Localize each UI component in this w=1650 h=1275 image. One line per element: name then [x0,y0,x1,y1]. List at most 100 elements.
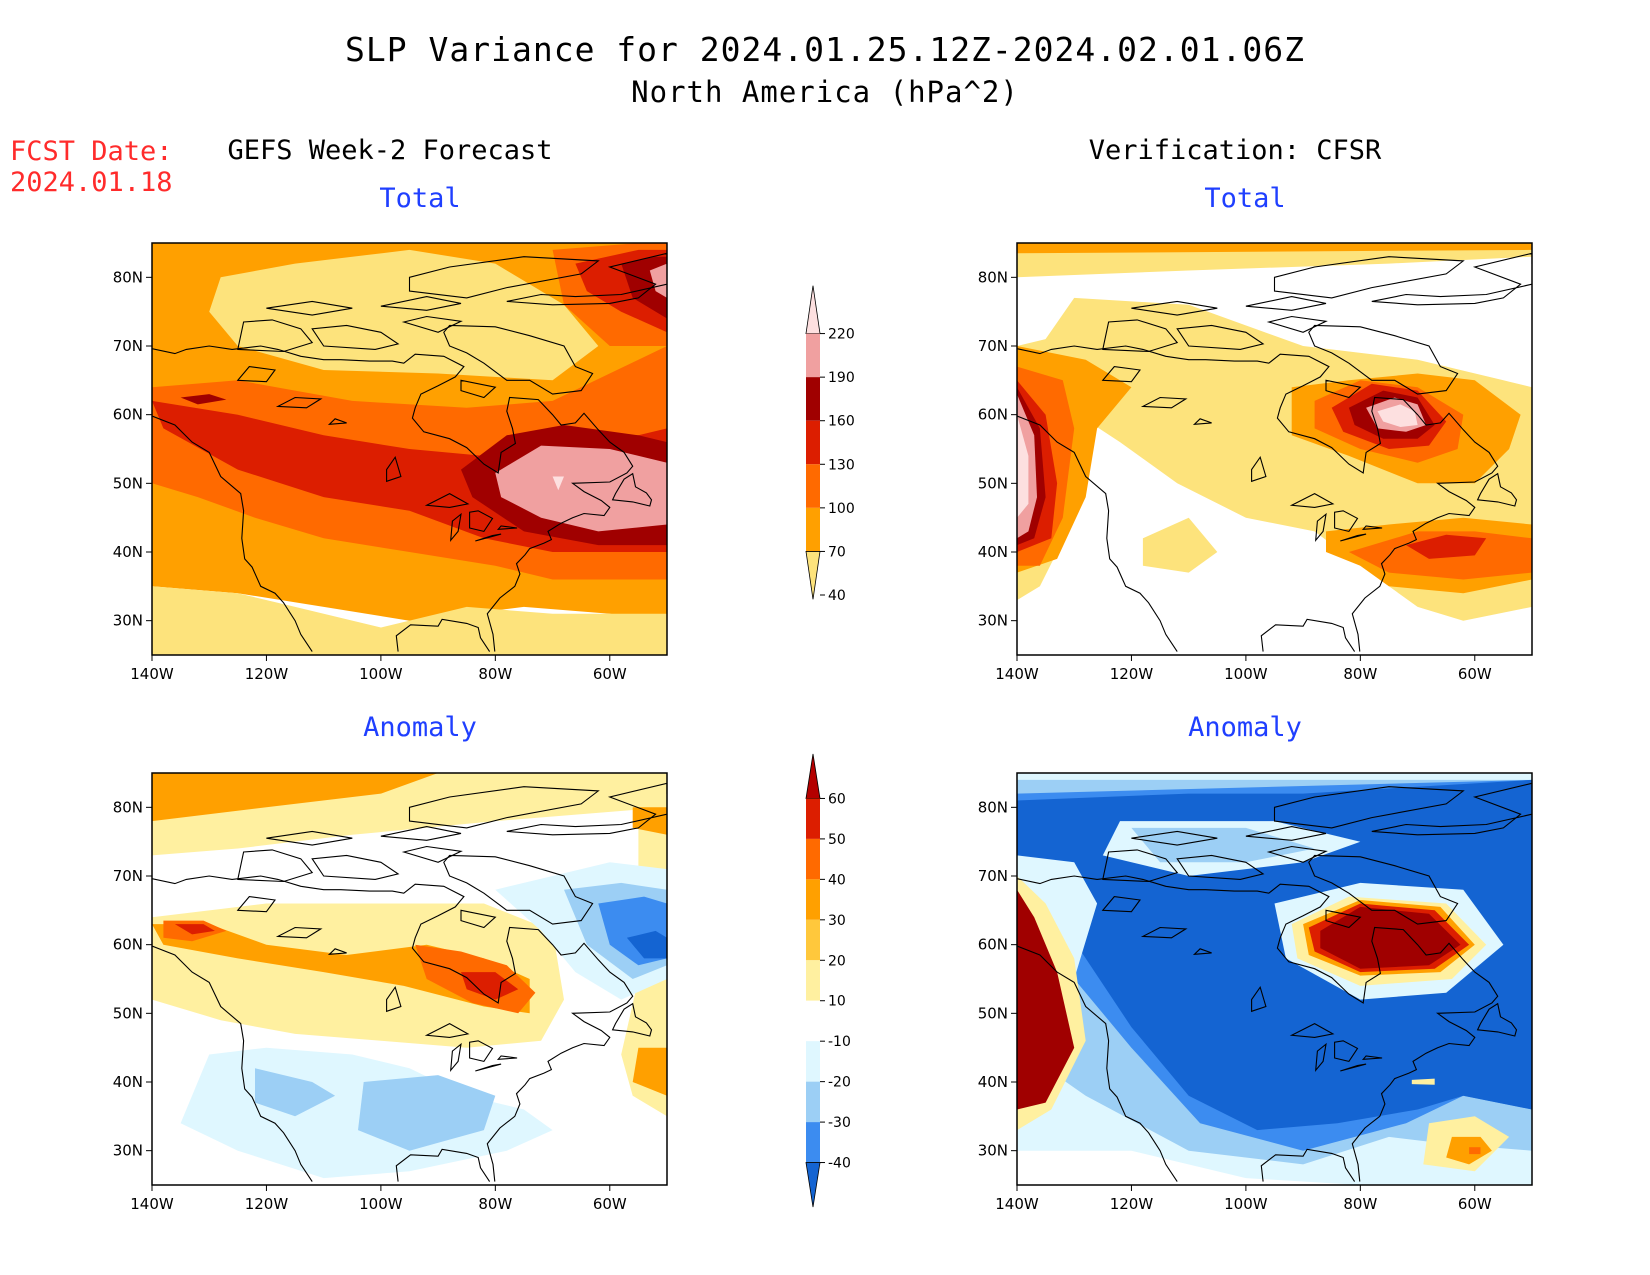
contour-fill-yellow [152,243,667,655]
panel-label-verif-anomaly: Anomaly [1188,712,1302,743]
anomaly-colorbar-arrow-top [805,753,821,799]
anomaly-colorbar-tick-label: 50 [828,832,846,848]
lake-outline [386,985,402,1013]
contour-fill-pink [649,263,667,298]
coastline-segment [1017,415,1178,652]
lon-tick-label: 60W [593,1195,627,1213]
coastline-segment [152,945,313,1182]
anomaly-colorbar-swatch [806,1000,820,1042]
plot-frame [151,242,668,656]
lake-outline [1192,948,1212,955]
shaded-field [1017,243,1532,655]
contour-fill-orange [632,1047,667,1096]
forecast-date-label: FCST Date: [10,136,173,167]
lake-outline [327,418,347,425]
lake-outline [496,525,518,530]
arctic-island-outline [460,379,497,399]
arctic-island-outline [1325,909,1362,929]
arctic-island-outline [237,849,314,883]
total-colorbar-swatch [806,507,820,552]
panel-label-verif-total: Total [1204,183,1286,214]
coastline-segment [395,1148,491,1182]
lake-outline [424,1022,470,1038]
forecast-date-value: 2024.01.18 [10,167,173,198]
lon-tick-label: 100W [1224,665,1268,683]
arctic-island-outline [506,252,667,306]
coastline-segment [152,875,634,1182]
lon-tick-label: 120W [245,1195,289,1213]
contour-fill-darkred [180,394,227,405]
anomaly-colorbar-tick-label: -20 [828,1075,851,1091]
lake-outline [386,455,402,483]
lat-tick-label: 80N [978,798,1008,816]
arctic-island-outline [1266,845,1328,863]
figure-subtitle: North America (hPa^2) [631,75,1019,109]
arctic-island-outline [1131,300,1218,316]
arctic-island-outline [1245,296,1327,311]
lon-tick-label: 140W [995,1195,1039,1213]
total-colorbar-tick-label: 160 [828,414,855,430]
arctic-island-outline [408,786,600,829]
map-panel-forecast-total: 80N 70N 60N 50N 40N 30N 140W 120W 100W 80W 60W [113,242,668,683]
newfoundland-outline [1476,1002,1518,1037]
lake-outline [236,366,276,383]
map-panel-forecast-anomaly: 80N 70N 60N 50N 40N 30N 140W 120W 100W 80W 60W [113,772,668,1213]
map-panel-verification-total: 80N 70N 60N 50N 40N 30N 140W 120W 100W 80W 60W [978,242,1533,683]
lat-tick-label: 40N [978,543,1008,561]
contour-fill-orange [632,807,667,835]
lat-tick-label: 40N [113,1073,143,1091]
contour-fill-darkblue [626,930,667,959]
arctic-island-outline [443,854,594,925]
arctic-island-outline [266,300,353,316]
lake-outline [1251,455,1267,483]
lake-outline [1334,510,1359,533]
total-colorbar-tick-label: 40 [828,588,846,604]
coastline [1017,782,1532,1182]
anomaly-colorbar-swatch [806,1122,820,1163]
total-colorbar-tick-label: 100 [828,501,855,517]
arctic-island-outline [380,296,462,311]
lat-tick-label: 60N [978,936,1008,954]
total-colorbar-swatch [806,333,820,378]
arctic-island-outline [443,324,594,395]
lat-tick-label: 30N [113,1142,143,1160]
contour-fill-pink [495,445,667,532]
contour-fill-red [1406,534,1487,559]
lat-tick-label: 70N [113,337,143,355]
lake-outline [1140,396,1188,409]
plot-frame [151,772,668,1186]
arctic-island-outline [506,782,667,836]
lat-tick-label: 70N [113,867,143,885]
lake-outline [424,492,470,508]
coastline-segment [395,618,491,652]
contour-fill-lightyellow [1411,1078,1435,1085]
arctic-island-outline [1131,830,1218,846]
anomaly-colorbar-arrow-bottom [805,1162,821,1208]
anomaly-colorbar-tick-label: 10 [828,994,846,1010]
arctic-island-outline [401,845,463,863]
anomaly-colorbar-swatch [806,879,820,920]
lon-tick-label: 80W [1343,665,1377,683]
lon-tick-label: 80W [478,1195,512,1213]
plot-frame [1016,242,1533,656]
lon-tick-label: 100W [359,665,403,683]
coastline [152,782,667,1182]
lon-tick-label: 80W [1343,1195,1377,1213]
lake-outline [449,512,462,543]
lat-tick-label: 50N [978,1004,1008,1022]
lake-outline [1289,1022,1335,1038]
panel-label-fcst-total: Total [379,183,461,214]
lon-tick-label: 120W [1110,1195,1154,1213]
contour-fill-orange [152,773,439,822]
arctic-island-outline [401,315,463,333]
lake-outline [469,510,494,533]
lon-tick-label: 60W [1458,1195,1492,1213]
lake-outline [1192,418,1212,425]
arctic-island-outline [380,826,462,841]
shaded-field [152,773,667,1185]
plot-frame [1016,772,1533,1186]
lat-tick-label: 70N [978,337,1008,355]
total-colorbar-tick-label: 190 [828,370,855,386]
lat-tick-label: 70N [978,867,1008,885]
lon-tick-label: 140W [995,665,1039,683]
